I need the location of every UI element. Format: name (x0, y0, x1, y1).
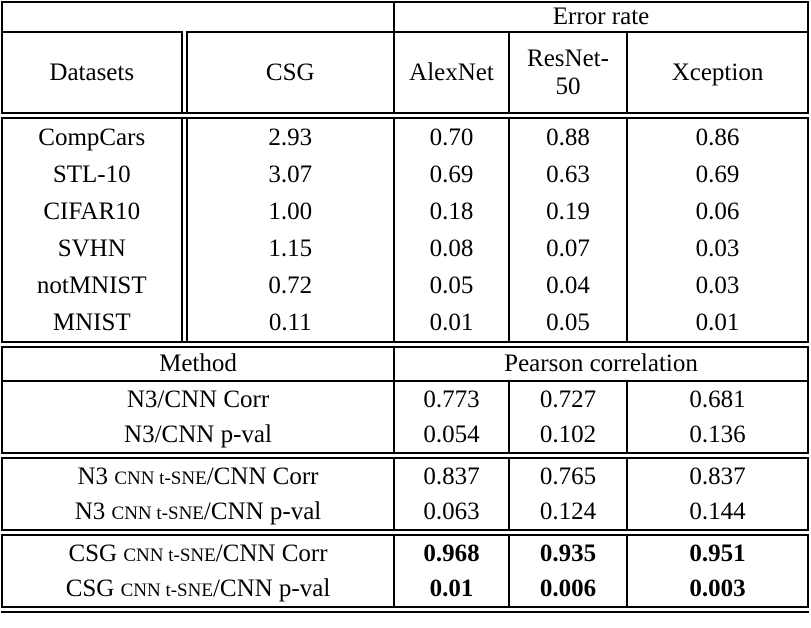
alexnet-value-cell: 0.08 (393, 230, 509, 267)
method-label-small: CNN t-SNE (123, 544, 216, 566)
table-row-n3-cnn-pval: N3/CNN p-val 0.054 0.102 0.136 (2, 417, 809, 459)
method-label-pre: CSG (65, 574, 121, 602)
alexnet-value-cell: 0.18 (393, 193, 509, 230)
method-label-post: /CNN Corr (215, 539, 328, 567)
method-label-pre: N3 (77, 462, 115, 490)
table-row-compcars: CompCars 2.93 0.70 0.88 0.86 (2, 115, 809, 156)
correlation-value-cell: 0.837 (625, 455, 809, 494)
col-header-resnet50: ResNet-50 (508, 32, 627, 119)
alexnet-value-cell: 0.69 (393, 156, 509, 193)
correlation-value-cell: 0.681 (625, 381, 809, 417)
col-header-csg: CSG (180, 32, 394, 119)
resnet50-value-cell: 0.88 (508, 115, 627, 156)
csg-value-cell: 0.72 (180, 267, 394, 304)
method-label-post: /CNN Corr (206, 462, 319, 490)
table-row-column-headers: Datasets CSG AlexNet ResNet-50 Xception (2, 32, 809, 119)
blank-cell (2, 2, 394, 33)
table-row-error-rate-header: Error rate (2, 2, 809, 33)
resnet50-value-cell: 0.04 (508, 267, 627, 304)
dataset-name-cell: CompCars (38, 123, 146, 151)
method-label-pre: CSG (68, 539, 124, 567)
method-label-post: /CNN p-val (212, 574, 331, 602)
resnet50-value-cell: 0.05 (508, 304, 627, 348)
col-header-resnet50-label: ResNet-50 (527, 44, 609, 100)
csg-value-cell: 2.93 (180, 115, 394, 156)
dataset-name-cell: STL-10 (52, 160, 131, 188)
method-label: N3/CNN p-val (2, 417, 394, 459)
method-label-small: CNN t-SNE (120, 579, 213, 601)
correlation-value-cell: 0.951 (625, 532, 809, 571)
col-header-xception: Xception (625, 32, 809, 119)
correlation-value-cell: 0.727 (508, 381, 627, 417)
method-label: N3/CNN Corr (2, 381, 394, 417)
table-row-method-header: Method Pearson correlation (2, 344, 809, 382)
table-row-n3-cnn-corr: N3/CNN Corr 0.773 0.727 0.681 (2, 381, 809, 417)
correlation-value-cell: 0.765 (508, 455, 627, 494)
correlation-value-cell: 0.837 (393, 455, 509, 494)
method-label-pre: N3/CNN Corr (126, 385, 270, 413)
csg-value-cell: 0.11 (180, 304, 394, 348)
csg-value-cell: 1.00 (180, 193, 394, 230)
xception-value-cell: 0.86 (625, 115, 809, 156)
xception-value-cell: 0.06 (625, 193, 809, 230)
correlation-value-cell: 0.935 (508, 532, 627, 571)
correlation-value-cell: 0.003 (625, 571, 809, 613)
correlation-value-cell: 0.144 (625, 494, 809, 536)
correlation-value-cell: 0.054 (393, 417, 509, 459)
xception-value-cell: 0.03 (625, 230, 809, 267)
resnet50-value-cell: 0.07 (508, 230, 627, 267)
method-label: CSG CNN t-SNE/CNN Corr (2, 533, 394, 572)
alexnet-value-cell: 0.70 (393, 115, 509, 156)
table-row-n3-tsne-corr: N3 CNN t-SNE/CNN Corr 0.837 0.765 0.837 (2, 455, 809, 495)
table-row-mnist: MNIST 0.11 0.01 0.05 0.01 (2, 304, 809, 348)
table-row-svhn: SVHN 1.15 0.08 0.07 0.03 (2, 230, 809, 267)
method-label: CSG CNN t-SNE/CNN p-val (2, 571, 394, 613)
table-row-notmnist: notMNIST 0.72 0.05 0.04 0.03 (2, 267, 809, 304)
col-header-datasets: Datasets (2, 32, 184, 119)
col-header-alexnet: AlexNet (393, 32, 509, 119)
method-label-small: CNN t-SNE (114, 467, 207, 489)
dataset-name-cell: CIFAR10 (43, 197, 141, 225)
method-label-post: /CNN p-val (203, 497, 322, 525)
correlation-value-cell: 0.124 (508, 494, 627, 536)
table-row-n3-tsne-pval: N3 CNN t-SNE/CNN p-val 0.063 0.124 0.144 (2, 494, 809, 536)
xception-value-cell: 0.69 (625, 156, 809, 193)
error-rate-header: Error rate (392, 2, 809, 33)
method-label: N3 CNN t-SNE/CNN Corr (2, 456, 394, 495)
correlation-value-cell: 0.01 (393, 571, 509, 613)
method-label-pre: N3/CNN p-val (124, 420, 272, 448)
alexnet-value-cell: 0.01 (393, 304, 509, 348)
dataset-name-cell: SVHN (57, 234, 126, 262)
pearson-header: Pearson correlation (392, 344, 809, 382)
table-row-csg-tsne-corr: CSG CNN t-SNE/CNN Corr 0.968 0.935 0.951 (2, 532, 809, 572)
xception-value-cell: 0.01 (625, 304, 809, 348)
dataset-name-cell: MNIST (2, 304, 184, 348)
correlation-value-cell: 0.102 (508, 417, 627, 459)
method-label: N3 CNN t-SNE/CNN p-val (2, 494, 394, 536)
correlation-value-cell: 0.773 (393, 381, 509, 417)
table-row-cifar10: CIFAR10 1.00 0.18 0.19 0.06 (2, 193, 809, 230)
table-row-csg-tsne-pval: CSG CNN t-SNE/CNN p-val 0.01 0.006 0.003 (2, 571, 809, 613)
dataset-name-cell: notMNIST (36, 271, 147, 299)
correlation-value-cell: 0.968 (393, 532, 509, 571)
results-table: Error rate Datasets CSG AlexNet ResNet-5… (1, 1, 810, 613)
csg-value-cell: 1.15 (180, 230, 394, 267)
method-label-pre: N3 (74, 497, 112, 525)
resnet50-value-cell: 0.63 (508, 156, 627, 193)
alexnet-value-cell: 0.05 (393, 267, 509, 304)
xception-value-cell: 0.03 (625, 267, 809, 304)
method-header: Method (2, 344, 394, 382)
correlation-value-cell: 0.136 (625, 417, 809, 459)
correlation-value-cell: 0.063 (393, 494, 509, 536)
table-row-stl10: STL-10 3.07 0.69 0.63 0.69 (2, 156, 809, 193)
csg-value-cell: 3.07 (180, 156, 394, 193)
resnet50-value-cell: 0.19 (508, 193, 627, 230)
correlation-value-cell: 0.006 (508, 571, 627, 613)
method-label-small: CNN t-SNE (111, 502, 204, 524)
